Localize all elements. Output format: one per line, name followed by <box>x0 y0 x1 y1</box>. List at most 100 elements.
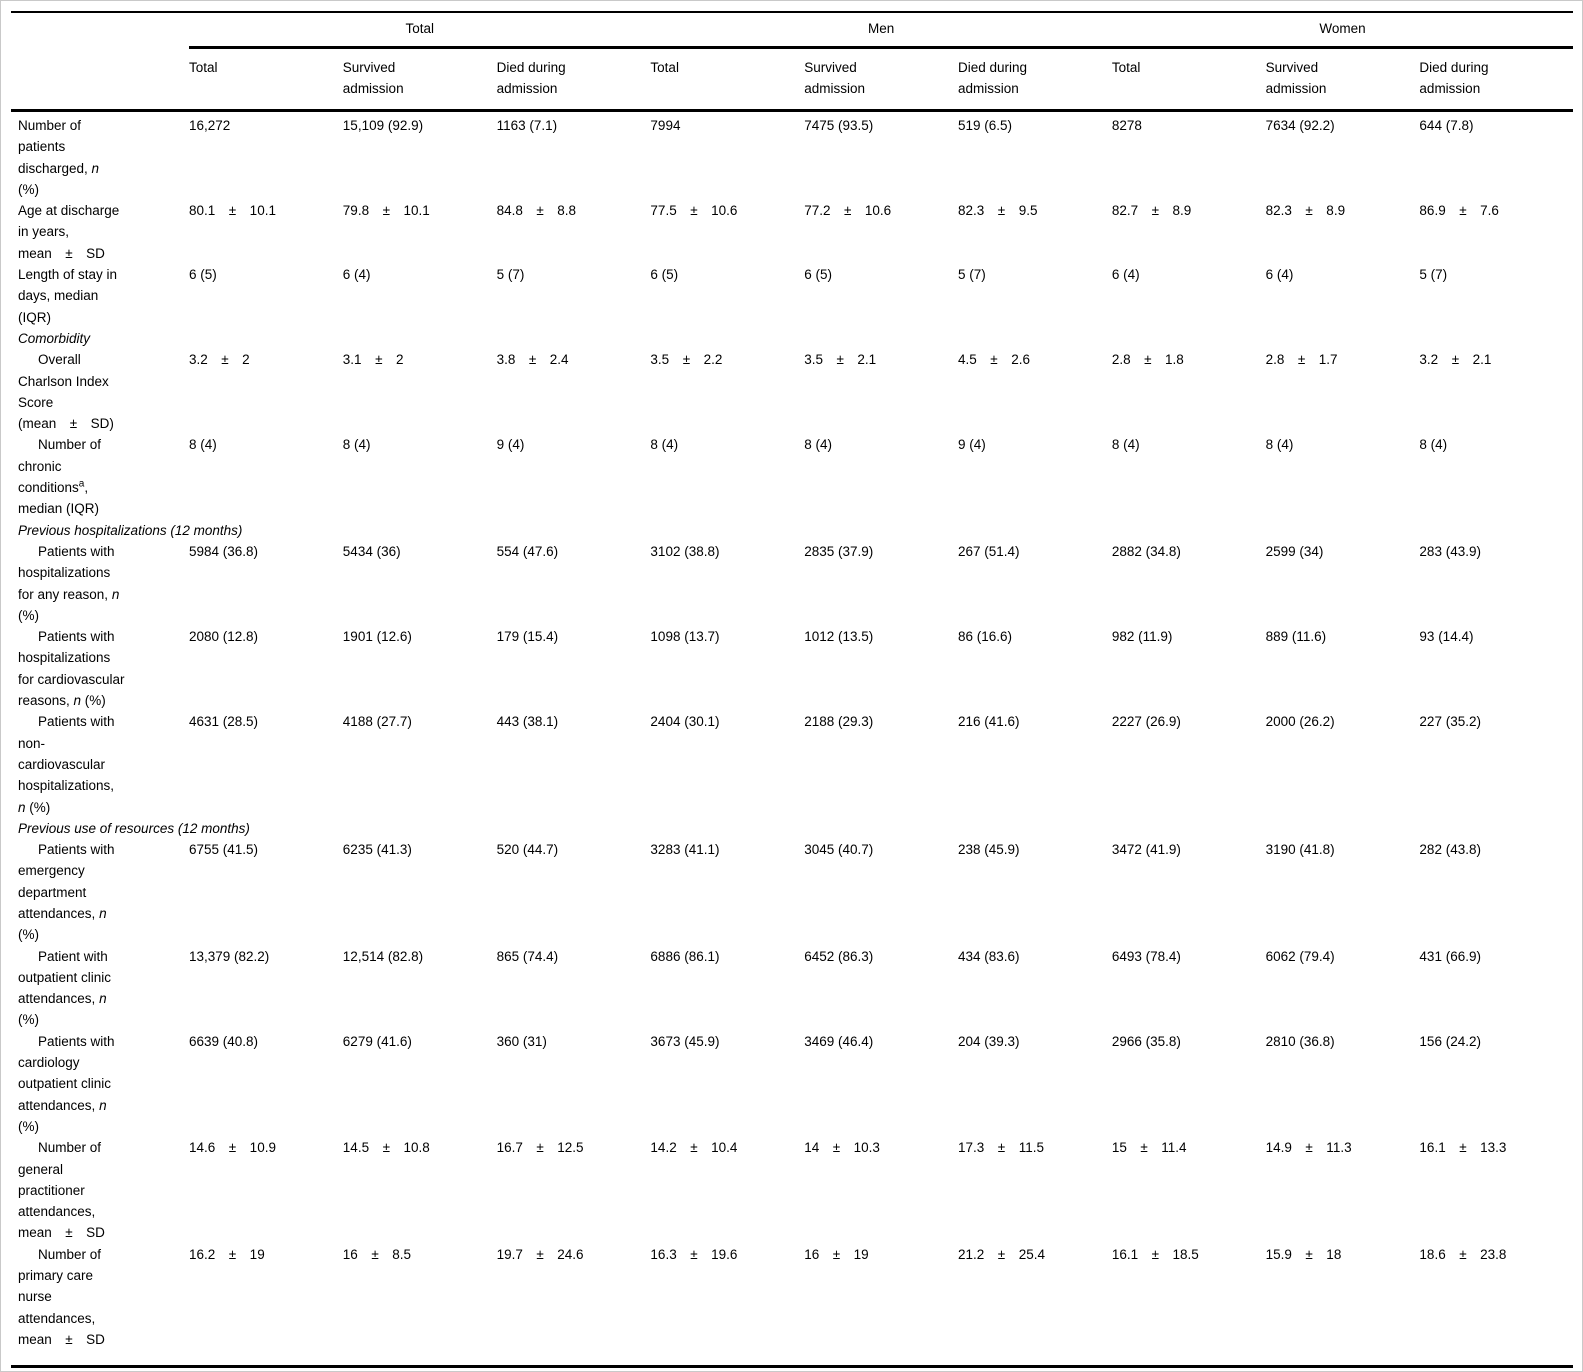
label-text-segment: (mean ± SD) <box>18 416 114 432</box>
row-label-line: Patients with <box>18 626 181 647</box>
row-label-line: cardiology <box>18 1052 181 1073</box>
data-cell: 2810 (36.8) <box>1265 1033 1335 1049</box>
data-cell: 14.9 ± 11.3 <box>1265 1140 1352 1156</box>
data-cell: 9 (4) <box>958 437 986 453</box>
data-cell: 1163 (7.1) <box>496 118 558 133</box>
label-text-segment: Patients with <box>38 1033 115 1049</box>
data-cell: 3673 (45.9) <box>650 1033 720 1049</box>
data-cell: 19.7 ± 24.6 <box>496 1246 584 1262</box>
label-text-segment: in years, <box>18 224 70 240</box>
data-cell: 982 (11.9) <box>1111 629 1173 645</box>
row-label: Length of stay in days, median (IQR) <box>11 264 189 328</box>
label-text-segment: attendances, <box>18 1097 100 1113</box>
column-header-line: admission <box>342 81 404 96</box>
data-cell: 283 (43.9) <box>1419 543 1481 559</box>
label-text-segment: n <box>99 905 107 921</box>
data-cell: 82.3 ± 8.9 <box>1265 203 1346 219</box>
row-label: Age at discharge in years, mean ± SD <box>11 200 189 264</box>
column-header-line: admission <box>958 81 1019 96</box>
row-label-line: attendances, n <box>18 903 181 924</box>
data-cell: 16.1 ± 13.3 <box>1419 1140 1507 1156</box>
data-cell: 179 (15.4) <box>496 629 559 645</box>
data-cell: 3.5 ± 2.2 <box>650 352 723 368</box>
column-header: Survived admission <box>804 47 959 112</box>
label-text-segment: outpatient clinic <box>18 1076 112 1092</box>
data-cell: 82.3 ± 9.5 <box>958 203 1038 219</box>
label-text-segment: (%) <box>18 607 39 623</box>
data-cell: 434 (83.6) <box>958 948 1020 964</box>
label-text-segment: conditions <box>18 480 79 496</box>
label-text-segment: Age at discharge <box>18 203 120 219</box>
data-cell: 4631 (28.5) <box>189 714 259 730</box>
row-label-line: patients <box>18 136 181 157</box>
data-cell: 6 (4) <box>1265 267 1294 283</box>
data-cell: 5 (7) <box>958 267 986 283</box>
data-cell: 6 (5) <box>804 267 832 283</box>
data-cell: 7634 (92.2) <box>1265 118 1335 133</box>
label-text-segment: non- <box>18 735 46 751</box>
data-cell: 6452 (86.3) <box>804 948 874 964</box>
row-label-line: Age at discharge <box>18 200 181 221</box>
column-header-line: Died during <box>496 60 566 75</box>
label-text-segment: Charlson Index <box>18 373 109 389</box>
row-label-line: conditionsa, <box>18 477 181 498</box>
data-cell: 2599 (34) <box>1265 543 1324 559</box>
data-cell: 7475 (93.5) <box>804 118 874 133</box>
label-text-segment: for cardiovascular <box>18 671 125 687</box>
label-text-segment: (%) <box>18 1012 39 1028</box>
column-header: Died during admission <box>958 47 1112 112</box>
table-row: Age at discharge in years, mean ± SD 80.1 ±… <box>11 200 1573 264</box>
group-header-women: Women <box>1111 12 1574 49</box>
row-label-line: (%) <box>18 605 181 626</box>
row-label-line: Score <box>18 392 181 413</box>
row-label-line: attendances, n <box>18 988 181 1009</box>
data-cell: 6639 (40.8) <box>189 1033 259 1049</box>
label-text-segment: Patients with <box>38 714 115 730</box>
row-label-line: Patients with <box>18 1031 181 1052</box>
data-cell: 6 (5) <box>189 267 217 283</box>
data-cell: 16 ± 8.5 <box>342 1246 411 1262</box>
label-text-segment: n <box>18 799 26 815</box>
data-cell: 6062 (79.4) <box>1265 948 1335 964</box>
row-label-line: Overall <box>18 349 181 370</box>
data-cell: 3.8 ± 2.4 <box>496 352 569 368</box>
data-cell: 3.5 ± 2.1 <box>804 352 877 368</box>
data-cell: 86.9 ± 7.6 <box>1419 203 1499 219</box>
label-text-segment: (%) <box>18 927 39 943</box>
data-cell: 238 (45.9) <box>958 842 1020 858</box>
data-cell: 1098 (13.7) <box>650 629 720 645</box>
row-label-line: discharged, n <box>18 158 181 179</box>
row-label-line: general <box>18 1159 181 1180</box>
row-label-line: mean ± SD <box>18 243 181 264</box>
data-cell: 7994 <box>650 118 681 133</box>
row-label-line: nurse <box>18 1286 181 1307</box>
data-cell: 16.7 ± 12.5 <box>496 1140 584 1156</box>
column-header-row: Total Survived admission Died during admissi… <box>11 47 1574 112</box>
label-text-segment: Number of <box>38 1246 102 1262</box>
label-text-segment: mean ± SD <box>18 245 105 261</box>
section-row: Comorbidity <box>11 328 1573 349</box>
table-row: Patient with outpatient clinic attendances… <box>11 946 1573 1031</box>
label-text-segment: (%) <box>18 1118 39 1134</box>
column-header-line: Survived <box>804 60 857 75</box>
label-text-segment: (IQR) <box>18 309 51 325</box>
label-text-segment: primary care <box>18 1268 94 1284</box>
data-cell: 3.2 ± 2.1 <box>1419 352 1492 368</box>
row-label-line: hospitalizations <box>18 562 181 583</box>
data-cell: 84.8 ± 8.8 <box>496 203 577 219</box>
label-text-segment: Number of <box>38 437 102 453</box>
row-label: Number of primary care nurse attendances, me… <box>11 1244 189 1367</box>
label-text-segment: attendances, <box>18 1204 96 1220</box>
row-label-line: in years, <box>18 221 181 242</box>
label-text-segment: n <box>73 693 82 709</box>
data-cell: 554 (47.6) <box>496 543 559 559</box>
data-cell: 77.2 ± 10.6 <box>804 203 892 219</box>
label-text-segment: Patients with <box>38 543 115 559</box>
row-label-line: emergency <box>18 860 181 881</box>
table-row: Patients with hospitalizations for any rea… <box>11 541 1573 626</box>
label-text-segment: (%) <box>25 799 51 815</box>
table-row: Patients with non-cardiovascular hospitali… <box>11 711 1573 817</box>
label-text-segment: hospitalizations, <box>18 778 115 794</box>
table-row: Number of patients discharged, n (%) 16,272 1… <box>11 111 1573 201</box>
table-row: Patients with cardiology outpatient clinic… <box>11 1031 1573 1137</box>
